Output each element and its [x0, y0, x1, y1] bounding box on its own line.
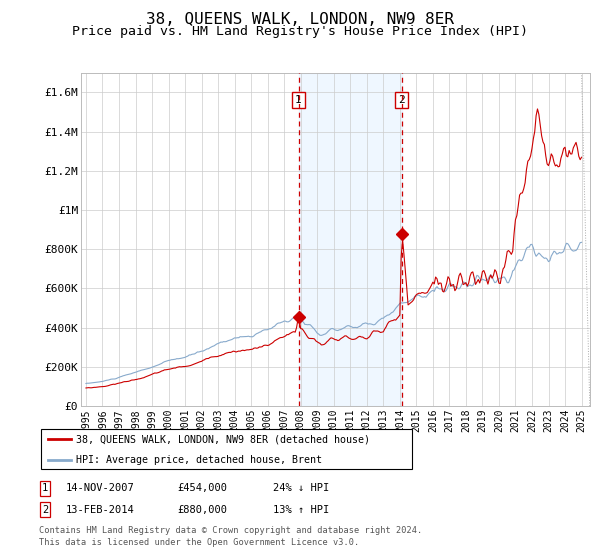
Text: £880,000: £880,000 [177, 505, 227, 515]
Bar [299, 73, 402, 406]
FancyBboxPatch shape [41, 429, 412, 469]
Text: 1: 1 [295, 95, 302, 105]
Text: Contains HM Land Registry data © Crown copyright and database right 2024.: Contains HM Land Registry data © Crown c… [39, 526, 422, 535]
Text: 38, QUEENS WALK, LONDON, NW9 8ER (detached house): 38, QUEENS WALK, LONDON, NW9 8ER (detach… [77, 434, 371, 444]
Text: 38, QUEENS WALK, LONDON, NW9 8ER: 38, QUEENS WALK, LONDON, NW9 8ER [146, 12, 454, 27]
Text: 13-FEB-2014: 13-FEB-2014 [66, 505, 135, 515]
Text: £454,000: £454,000 [177, 483, 227, 493]
Text: 1: 1 [42, 483, 48, 493]
Text: 2: 2 [398, 95, 405, 105]
Text: 14-NOV-2007: 14-NOV-2007 [66, 483, 135, 493]
Text: 13% ↑ HPI: 13% ↑ HPI [273, 505, 329, 515]
Text: Price paid vs. HM Land Registry's House Price Index (HPI): Price paid vs. HM Land Registry's House … [72, 25, 528, 38]
Text: 24% ↓ HPI: 24% ↓ HPI [273, 483, 329, 493]
Text: This data is licensed under the Open Government Licence v3.0.: This data is licensed under the Open Gov… [39, 538, 359, 547]
Text: HPI: Average price, detached house, Brent: HPI: Average price, detached house, Bren… [77, 455, 323, 465]
Text: 2: 2 [42, 505, 48, 515]
